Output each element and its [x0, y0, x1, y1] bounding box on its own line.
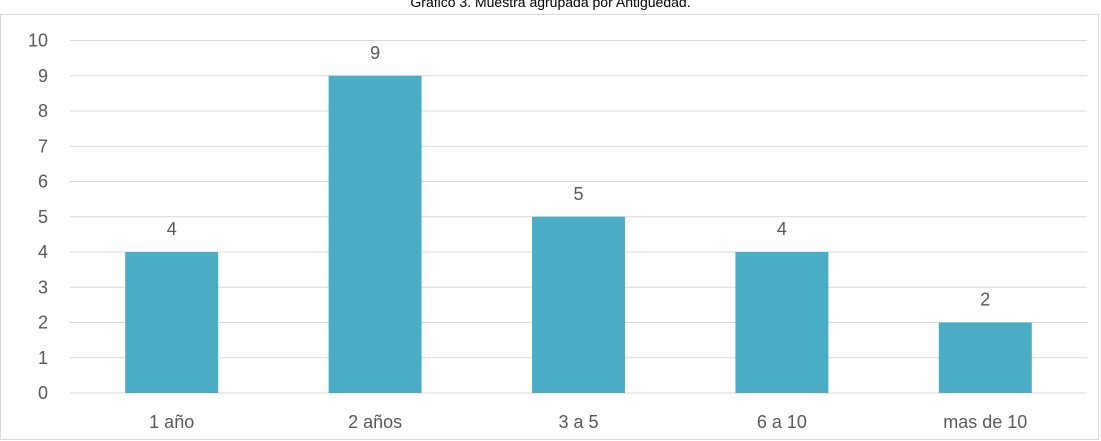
category-label-3: 6 a 10: [757, 412, 807, 432]
data-label-0: 4: [167, 219, 177, 239]
bar-0: [125, 252, 219, 393]
bar-1: [328, 75, 422, 393]
bar-3: [735, 252, 829, 393]
y-tick-label-8: 8: [38, 101, 48, 121]
data-labels: 4 9 5 4 2: [167, 43, 991, 310]
category-label-2: 3 a 5: [558, 412, 598, 432]
x-axis-categories: 1 año 2 años 3 a 5 6 a 10 mas de 10: [149, 412, 1027, 432]
bars: [125, 75, 1032, 393]
y-tick-label-6: 6: [38, 172, 48, 192]
y-tick-label-1: 1: [38, 348, 48, 368]
bar-2: [532, 216, 625, 393]
y-tick-label-4: 4: [38, 242, 48, 262]
chart-title: Gráfico 3. Muestra agrupada por Antigüed…: [410, 0, 691, 10]
data-label-2: 5: [573, 184, 583, 204]
data-label-4: 2: [980, 290, 990, 310]
y-axis-ticks: 0 1 2 3 4 5 6 7 8 9 10: [28, 31, 48, 404]
y-tick-label-10: 10: [28, 31, 48, 51]
bar-4: [938, 322, 1032, 393]
category-label-4: mas de 10: [943, 412, 1027, 432]
data-label-3: 4: [777, 219, 787, 239]
y-tick-label-3: 3: [38, 277, 48, 297]
y-tick-label-2: 2: [38, 313, 48, 333]
y-tick-label-0: 0: [38, 383, 48, 403]
category-label-1: 2 años: [348, 412, 402, 432]
category-label-0: 1 año: [149, 412, 194, 432]
y-tick-label-9: 9: [38, 66, 48, 86]
y-tick-label-7: 7: [38, 136, 48, 156]
y-tick-label-5: 5: [38, 207, 48, 227]
data-label-1: 9: [370, 43, 380, 63]
